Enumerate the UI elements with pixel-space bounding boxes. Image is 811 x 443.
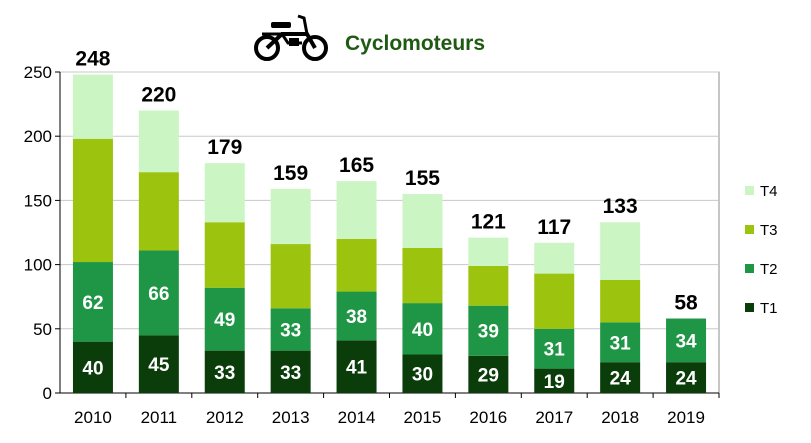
data-label-t2: 38 <box>346 307 367 328</box>
bar-segment-t3 <box>534 273 575 329</box>
legend-label-t2: T2 <box>760 261 778 278</box>
legend-swatch-t4 <box>745 186 754 195</box>
x-tick-label: 2012 <box>206 408 244 427</box>
y-tick-label: 50 <box>33 320 52 339</box>
bar-segment-t1 <box>600 362 641 393</box>
legend: T4 T3 T2 T1 <box>745 183 778 317</box>
total-label: 220 <box>141 84 176 107</box>
data-label-t2: 39 <box>478 322 499 343</box>
total-label: 155 <box>405 167 440 190</box>
bar-segment-t1 <box>534 368 575 393</box>
bar-segment-t3 <box>468 265 509 306</box>
data-label-t2: 40 <box>412 320 433 341</box>
bar-segment-t1 <box>72 341 113 393</box>
bar-segment-t3 <box>600 280 641 323</box>
data-label-t2: 31 <box>610 333 632 354</box>
bar-segment-t4 <box>138 110 179 173</box>
data-label-t1: 40 <box>82 358 103 379</box>
legend-swatch-t1 <box>745 303 754 312</box>
data-label-t2: 31 <box>544 340 566 361</box>
bar-segment-t1 <box>270 350 311 393</box>
bar-segment-t1 <box>204 350 245 393</box>
legend-label-t3: T3 <box>760 222 778 239</box>
bar-segment-t2 <box>402 303 443 355</box>
x-tick-label: 2010 <box>74 408 112 427</box>
bar-segment-t3 <box>72 138 113 263</box>
bar-segment-t2 <box>666 318 707 363</box>
legend-label-t4: T4 <box>760 183 778 200</box>
bar-segment-t2 <box>204 287 245 351</box>
x-tick-label: 2014 <box>338 408 376 427</box>
total-label: 248 <box>75 48 110 71</box>
data-label-t2: 33 <box>280 320 301 341</box>
y-tick-label: 200 <box>24 127 52 146</box>
x-tick-label: 2013 <box>272 408 310 427</box>
data-label-t1: 41 <box>346 358 368 379</box>
bar-segment-t1 <box>402 354 443 393</box>
legend-label-t1: T1 <box>760 300 778 317</box>
total-label: 121 <box>471 211 506 234</box>
x-tick-label: 2011 <box>141 408 178 427</box>
x-tick-label: 2016 <box>469 408 507 427</box>
bar-segment-t2 <box>468 305 509 356</box>
bar-segment-t4 <box>534 242 575 274</box>
total-label: 179 <box>207 136 242 159</box>
data-label-t1: 33 <box>214 363 235 384</box>
bar-segment-t3 <box>138 172 179 251</box>
x-tick-label: 2015 <box>404 408 442 427</box>
chart-title: Cyclomoteurs <box>345 32 485 55</box>
total-label: 133 <box>603 195 638 218</box>
data-label-t1: 24 <box>675 369 697 390</box>
x-tick-label: 2019 <box>667 408 705 427</box>
bar-segment-t4 <box>600 222 641 281</box>
y-tick-label: 0 <box>43 384 52 403</box>
total-label: 58 <box>674 292 698 315</box>
plot-area: 0 50 100 150 200 250 40 62 248 2010 45 66 220 2011 33 4… <box>24 48 720 427</box>
bar-segment-t1 <box>336 340 377 393</box>
chart-title-group: Cyclomoteurs <box>254 14 485 61</box>
bar-segment-t3 <box>270 244 311 309</box>
bar-segment-t3 <box>204 222 245 288</box>
x-tick-label: 2017 <box>535 408 573 427</box>
bar-segment-t4 <box>402 193 443 248</box>
bar-segment-t4 <box>336 181 377 239</box>
total-label: 117 <box>537 216 571 239</box>
bar-segment-t2 <box>72 262 113 342</box>
bar-segment-t1 <box>138 335 179 393</box>
data-label-t2: 66 <box>148 284 169 305</box>
data-label-t1: 19 <box>544 372 565 393</box>
bar-segment-t1 <box>468 355 509 393</box>
bar-segment-t4 <box>72 74 113 139</box>
data-label-t1: 29 <box>478 365 499 386</box>
data-label-t2: 49 <box>214 310 235 331</box>
legend-swatch-t2 <box>745 264 754 273</box>
data-label-t1: 30 <box>412 365 433 386</box>
bar-segment-t4 <box>270 188 311 245</box>
total-label: 159 <box>273 162 308 185</box>
x-tick-label: 2018 <box>601 408 639 427</box>
y-tick-label: 100 <box>24 256 52 275</box>
bar-segment-t2 <box>600 322 641 363</box>
bar-segment-t2 <box>270 308 311 351</box>
legend-swatch-t3 <box>745 225 754 234</box>
bar-segment-t4 <box>468 237 509 266</box>
bar-segment-t4 <box>204 163 245 223</box>
data-label-t1: 24 <box>610 369 632 390</box>
y-tick-label: 250 <box>24 63 52 82</box>
bar-segment-t3 <box>336 238 377 292</box>
bar-segment-t2 <box>138 250 179 336</box>
data-label-t1: 33 <box>280 363 301 384</box>
y-tick-label: 150 <box>24 191 52 210</box>
total-label: 165 <box>339 154 374 177</box>
bar-segment-t2 <box>534 328 575 369</box>
data-label-t1: 45 <box>148 355 170 376</box>
bar-segment-t3 <box>402 247 443 304</box>
data-label-t2: 62 <box>82 293 103 314</box>
bar-segment-t2 <box>336 291 377 341</box>
bar-segment-t1 <box>666 362 707 393</box>
moped-icon <box>254 14 328 61</box>
data-label-t2: 34 <box>675 331 697 352</box>
